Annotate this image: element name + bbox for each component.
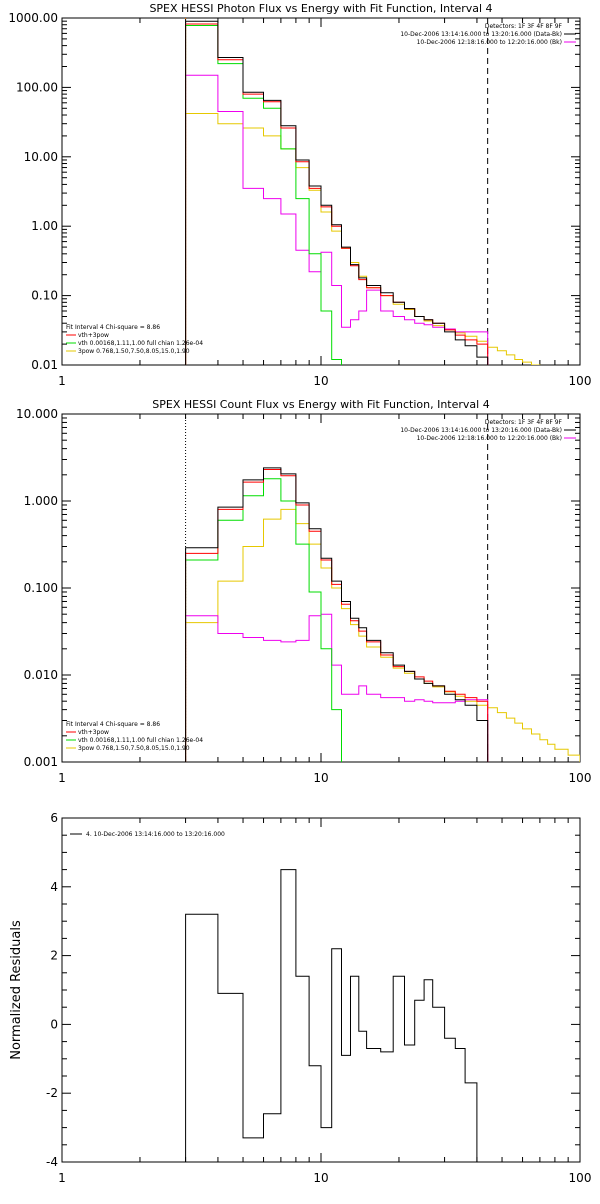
photon-flux-panel: SPEX HESSI Photon Flux vs Energy with Fi… xyxy=(8,2,592,388)
count-flux-x-tick-label: 100 xyxy=(569,771,592,785)
count-flux-series-3 xyxy=(185,508,580,762)
count-flux-legend-entry: Fit Interval 4 Chi-square = 8.86 xyxy=(66,721,160,728)
photon-flux-series-4 xyxy=(185,74,489,365)
photon-flux-data xyxy=(185,18,541,365)
photon-flux-x-tick-label: 1 xyxy=(58,374,66,388)
photon-flux-title: SPEX HESSI Photon Flux vs Energy with Fi… xyxy=(149,2,492,15)
residuals-x-tick-label: 1 xyxy=(58,1171,66,1185)
residuals-y-tick-label: -2 xyxy=(46,1086,58,1100)
photon-flux-y-tick-label: 100.00 xyxy=(16,80,58,94)
photon-flux-info-line: 10-Dec-2006 12:18:16.000 to 12:20:16.000… xyxy=(417,39,562,46)
count-flux-legend-entry: vth+3pow xyxy=(78,729,109,736)
count-flux-y-tick-label: 0.100 xyxy=(24,581,58,595)
count-flux-y-tick-label: 0.010 xyxy=(24,668,58,682)
residuals-legend-entry: 4. 10-Dec-2006 13:14:16.000 to 13:20:16.… xyxy=(86,831,225,838)
count-flux-y-tick-label: 10.000 xyxy=(16,407,58,421)
photon-flux-series-1 xyxy=(185,23,489,365)
photon-flux-y-tick-label: 1.00 xyxy=(31,219,58,233)
residuals-y-tick-label: 6 xyxy=(50,811,58,825)
photon-flux-legend-entry: vth+3pow xyxy=(78,332,109,339)
residuals-x-tick-label: 10 xyxy=(313,1171,328,1185)
count-flux-y-tick-label: 1.000 xyxy=(24,494,58,508)
count-flux-axes-frame xyxy=(61,413,581,763)
photon-flux-y-tick-label: 0.10 xyxy=(31,289,58,303)
count-flux-x-tick-label: 1 xyxy=(58,771,66,785)
count-flux-series-0 xyxy=(185,467,489,762)
count-flux-series-2 xyxy=(185,478,342,762)
count-flux-legend-entry: 3pow 0.768,1.50,7.50,8.05,15.0,1.90 xyxy=(78,745,190,752)
photon-flux-series-2 xyxy=(185,25,342,365)
photon-flux-y-tick-label: 10.00 xyxy=(24,150,58,164)
count-flux-series-4 xyxy=(185,613,489,762)
residuals-x-tick-label: 100 xyxy=(569,1171,592,1185)
photon-flux-info-line: 10-Dec-2006 13:14:16.000 to 13:20:16.000… xyxy=(400,31,562,38)
photon-flux-x-tick-label: 100 xyxy=(569,374,592,388)
residuals-y-tick-label: 4 xyxy=(50,880,58,894)
count-flux-x-tick-label: 10 xyxy=(313,771,328,785)
photon-flux-series-3 xyxy=(185,113,541,365)
photon-flux-series-0 xyxy=(185,20,489,365)
photon-flux-info-line: Detectors: 1F 3F 4F 8F 9F xyxy=(485,23,563,30)
count-flux-panel: SPEX HESSI Count Flux vs Energy with Fit… xyxy=(16,398,592,785)
count-flux-data xyxy=(185,414,580,762)
count-flux-series-1 xyxy=(185,469,489,762)
count-flux-info-line: 10-Dec-2006 12:18:16.000 to 12:20:16.000… xyxy=(417,435,562,442)
residuals-y-tick-label: 2 xyxy=(50,949,58,963)
count-flux-info-line: 10-Dec-2006 13:14:16.000 to 13:20:16.000… xyxy=(400,427,562,434)
count-flux-y-tick-label: 0.001 xyxy=(24,755,58,769)
photon-flux-legend-entry: Fit Interval 4 Chi-square = 8.86 xyxy=(66,324,160,331)
residuals-panel: 1 10 100 -4 -2 0 2 4 6 Normalized Residuals 4. 10-… xyxy=(9,811,592,1185)
photon-flux-y-tick-label: 0.01 xyxy=(31,358,58,372)
count-flux-legend-entry: vth 0.00168,1.11,1.00 full chian 1.26e-0… xyxy=(78,737,203,744)
residuals-y-tick-label: 0 xyxy=(50,1017,58,1031)
residuals-series-0 xyxy=(185,869,478,1162)
residuals-data xyxy=(185,869,478,1162)
photon-flux-legend-entry: vth 0.00168,1.11,1.00 full chian 1.26e-0… xyxy=(78,340,203,347)
count-flux-info-line: Detectors: 1F 3F 4F 8F 9F xyxy=(485,419,563,426)
photon-flux-legend-entry: 3pow 0.768,1.50,7.50,8.05,15.0,1.90 xyxy=(78,348,190,355)
count-flux-title: SPEX HESSI Count Flux vs Energy with Fit… xyxy=(152,398,489,411)
photon-flux-x-tick-label: 10 xyxy=(313,374,328,388)
residuals-y-tick-label: -4 xyxy=(46,1155,58,1169)
residuals-y-axis-label: Normalized Residuals xyxy=(9,920,24,1060)
photon-flux-y-tick-label: 1000.00 xyxy=(8,11,58,25)
